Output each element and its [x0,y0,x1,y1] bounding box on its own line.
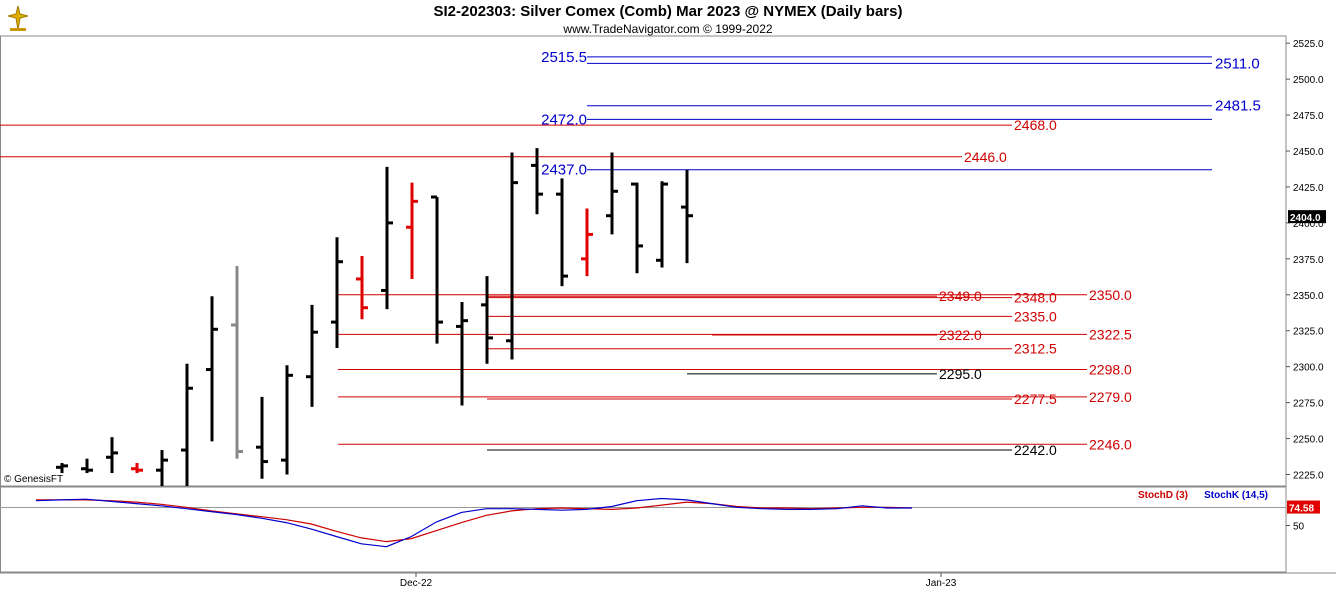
chart-subtitle: www.TradeNavigator.com © 1999-2022 [563,22,773,36]
support-label: 2298.0 [1089,362,1132,378]
support-label: 2322.0 [939,327,982,343]
support-label: 2279.0 [1089,389,1132,405]
y-tick-label: 2400.0 [1293,219,1324,230]
last-price-label: 2404.0 [1290,213,1321,224]
x-tick-label: Jan-23 [926,578,957,589]
resistance-label: 2472.0 [541,111,587,128]
y-tick-label: 2325.0 [1293,327,1324,338]
indicator-panel [0,486,1287,573]
support-label: 2312.5 [1014,341,1057,357]
trade-navigator-logo-icon [7,5,29,31]
y-tick-label: 2500.0 [1293,75,1324,86]
support-label: 2335.0 [1014,308,1057,324]
y-tick-label: 2525.0 [1293,39,1324,50]
support-label: 2242.0 [1014,442,1057,458]
resistance-label: 2511.0 [1215,55,1260,72]
support-label: 2277.5 [1014,391,1057,407]
stoch-series-line [36,499,913,543]
price-panel [0,35,1287,487]
y-tick-label: 2275.0 [1293,399,1324,410]
y-tick-label: 2475.0 [1293,111,1324,122]
y-tick-label: 2225.0 [1293,470,1324,481]
support-label: 2246.0 [1089,436,1132,452]
y-tick-label: 2450.0 [1293,147,1324,158]
resistance-label: 2481.5 [1215,98,1261,115]
y-tick-label: 2425.0 [1293,183,1324,194]
support-label: 2348.0 [1014,290,1057,306]
y-tick-label: 2375.0 [1293,255,1324,266]
y-tick-label: 2300.0 [1293,363,1324,374]
support-label: 2295.0 [939,366,982,382]
x-tick-label: Dec-22 [400,578,433,589]
last-price-tag [1288,210,1326,224]
support-label: 2349.0 [939,288,982,304]
stoch-legend-label: StochD (3) [1138,490,1188,501]
y-tick-label: 2250.0 [1293,435,1324,446]
stoch-last-value-label: 74.58 [1289,504,1314,515]
resistance-label: 2515.5 [541,49,587,66]
y-tick-label: 2350.0 [1293,291,1324,302]
resistance-label: 2437.0 [541,162,587,179]
chart-title: SI2-202303: Silver Comex (Comb) Mar 2023… [433,3,903,20]
copyright-label: © GenesisFT [4,474,64,485]
support-label: 2468.0 [1014,117,1057,133]
stoch-series-line [35,497,912,548]
support-label: 2446.0 [964,149,1007,165]
support-label: 2322.5 [1089,326,1132,342]
stoch-legend-label: StochK (14,5) [1204,490,1268,501]
stoch-last-value-tag [1287,500,1320,514]
indicator-y-tick-label: 50 [1293,522,1305,533]
support-label: 2350.0 [1089,287,1132,303]
